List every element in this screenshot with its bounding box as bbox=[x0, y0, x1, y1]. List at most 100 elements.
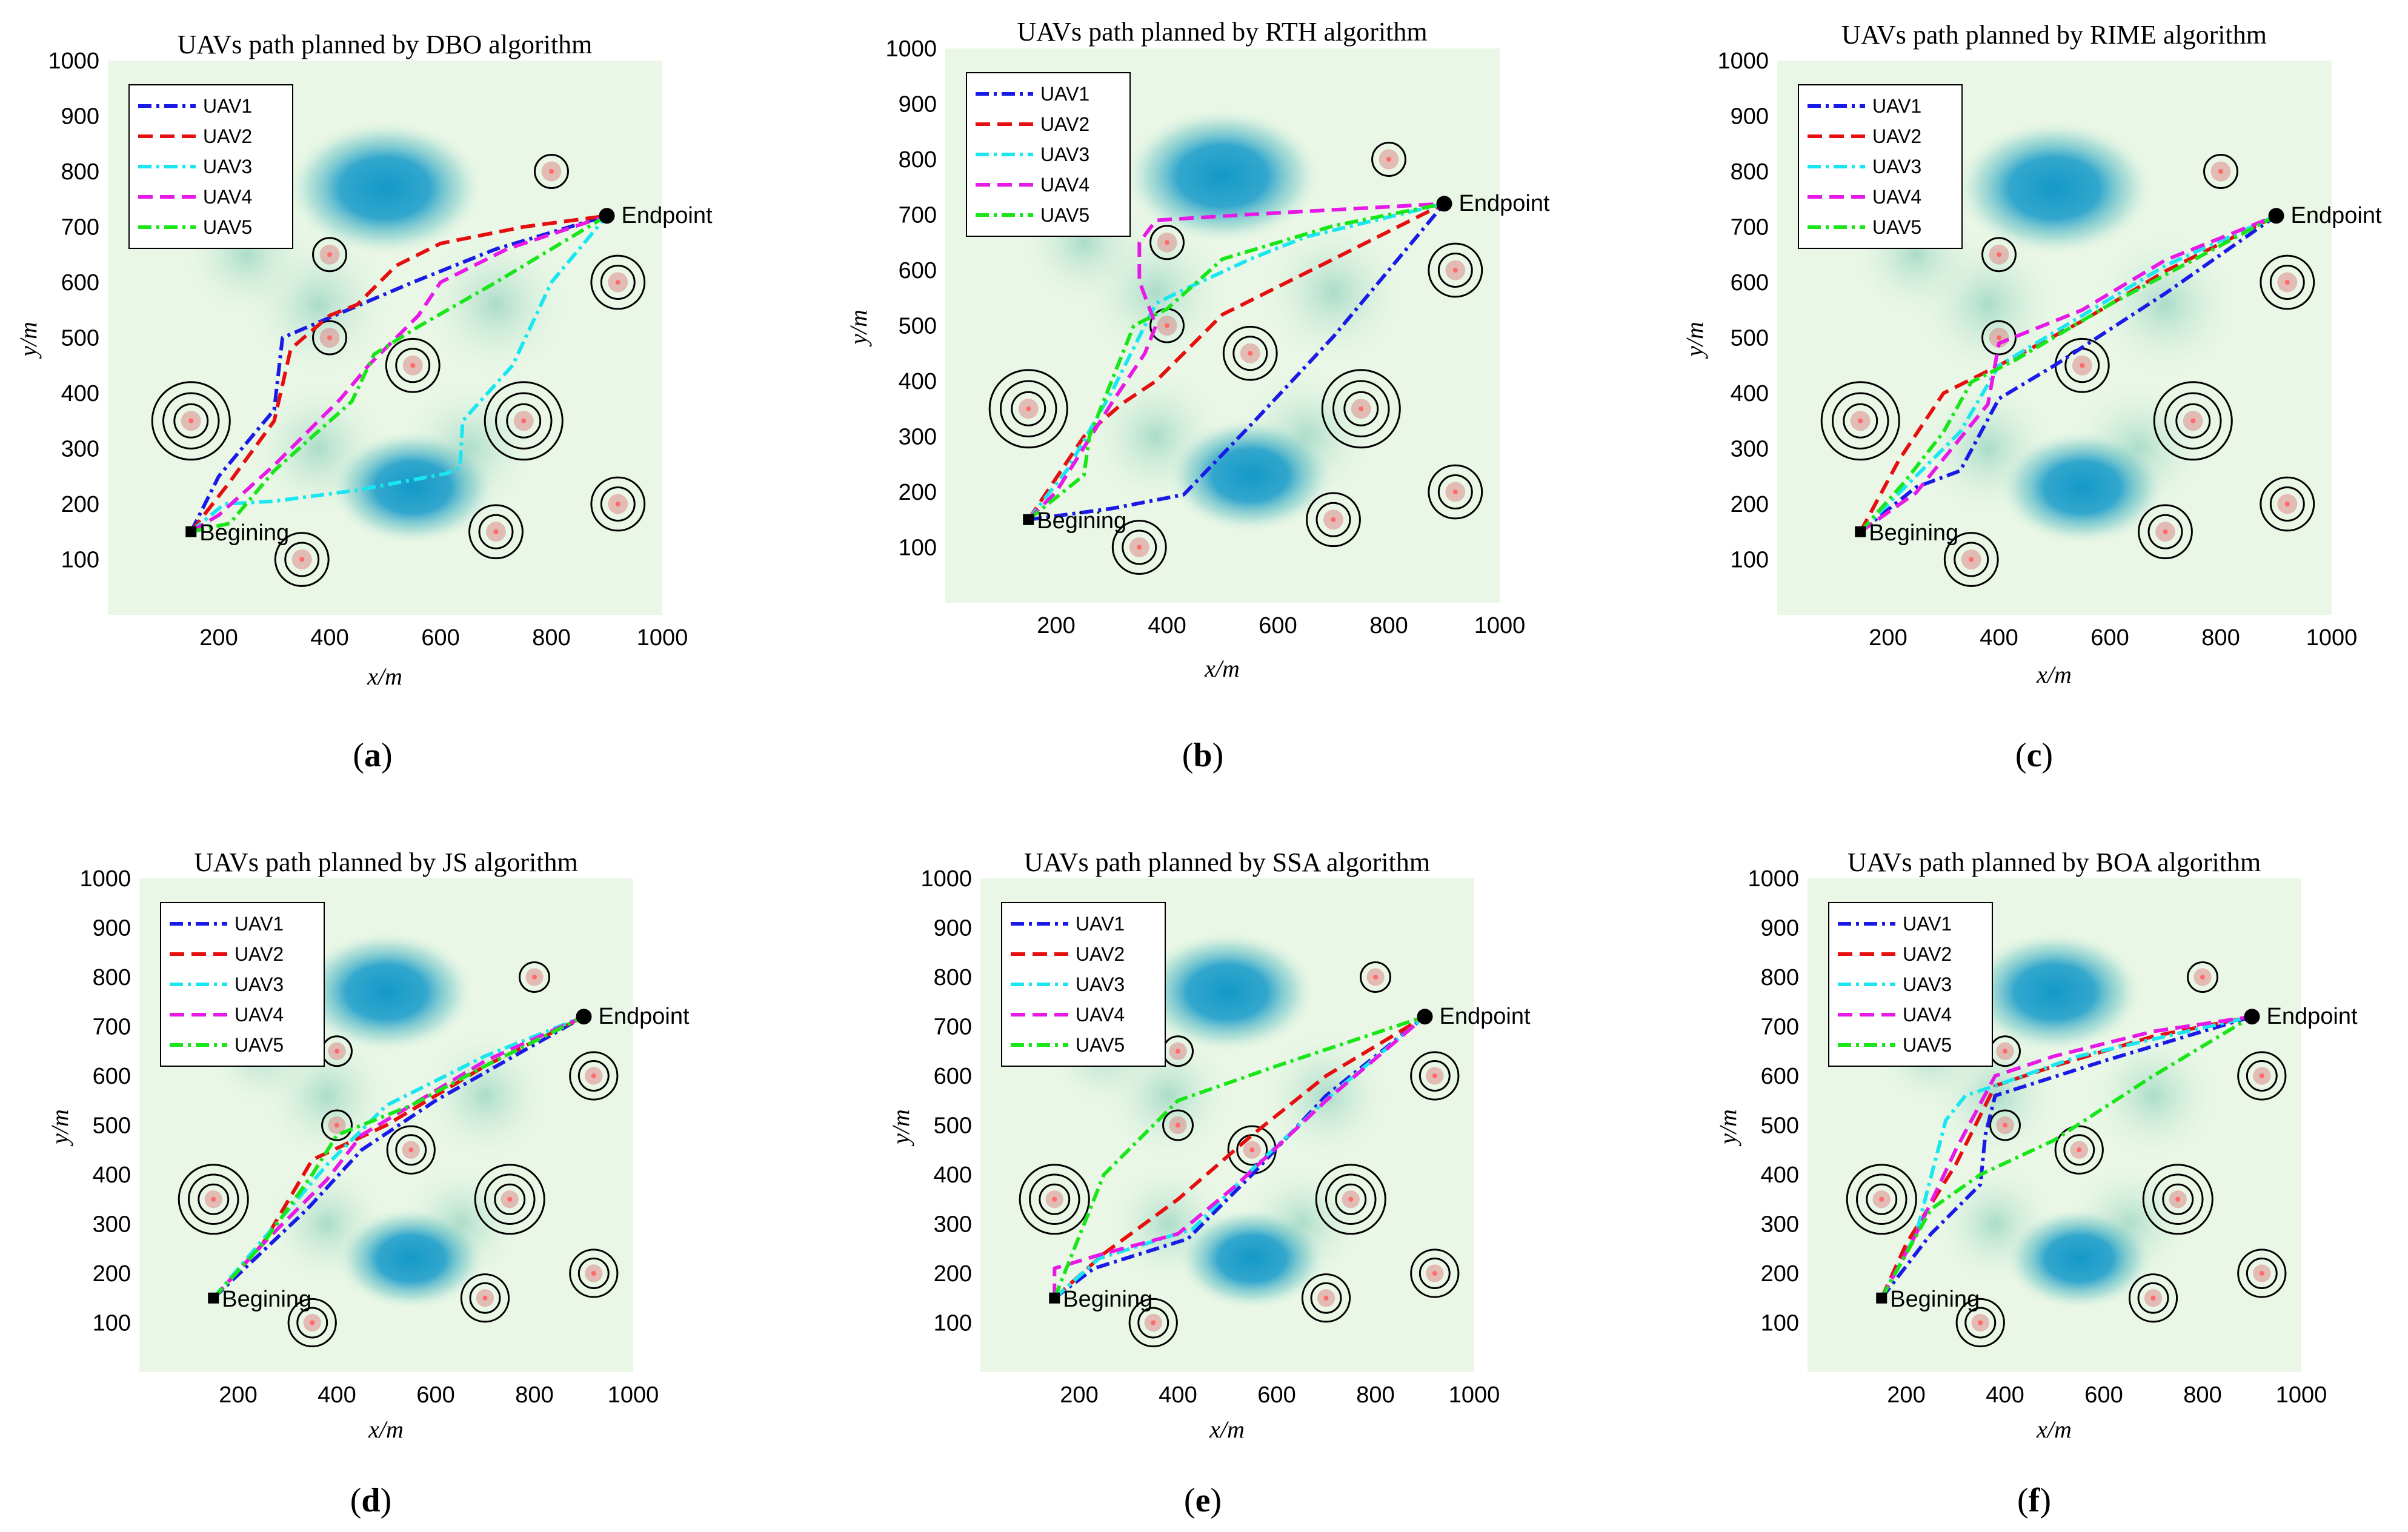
y-axis-label: y/m bbox=[887, 1109, 914, 1147]
obstacle-ring bbox=[274, 532, 330, 587]
x-tick-label: 1000 bbox=[1449, 1382, 1500, 1408]
obstacle-ring bbox=[1428, 242, 1483, 298]
y-tick-label: 400 bbox=[93, 1162, 131, 1188]
obstacle-ring bbox=[534, 154, 569, 189]
y-tick-label: 100 bbox=[934, 1311, 972, 1336]
obstacle-ring bbox=[1955, 1298, 2005, 1348]
legend-label-uav3: UAV3 bbox=[234, 973, 284, 995]
threat-region bbox=[1998, 429, 2167, 546]
legend-label-uav2: UAV2 bbox=[1076, 943, 1125, 965]
obstacle-center bbox=[615, 502, 620, 506]
obstacle-ring bbox=[1989, 1109, 2021, 1141]
y-tick-label: 700 bbox=[1761, 1015, 1799, 1040]
obstacle-ring bbox=[1122, 529, 1157, 565]
obstacle-ring bbox=[1437, 253, 1473, 288]
x-tick-label: 1000 bbox=[1474, 613, 1526, 638]
series-line-uav2 bbox=[189, 214, 607, 533]
obstacle-ring bbox=[577, 1258, 610, 1289]
terrain-shade bbox=[416, 1026, 554, 1165]
obstacle-ring bbox=[2162, 1183, 2194, 1215]
series-line-uav5 bbox=[1880, 1015, 2253, 1299]
x-tick-label: 600 bbox=[1259, 613, 1297, 638]
start-marker bbox=[1876, 1292, 1887, 1304]
obstacle-ring bbox=[321, 1109, 353, 1141]
obstacle-ring bbox=[385, 337, 441, 393]
y-tick-label: 300 bbox=[934, 1212, 972, 1238]
obstacle-ring bbox=[386, 1125, 436, 1175]
panel-a: UAVs path planned by DBO algorithm Begin… bbox=[15, 30, 713, 774]
threat-region bbox=[2004, 1207, 2155, 1310]
obstacle-ring bbox=[2147, 514, 2183, 549]
end-marker bbox=[1417, 1009, 1433, 1025]
y-tick-label: 600 bbox=[1761, 1064, 1799, 1089]
y-tick-label: 300 bbox=[1731, 437, 1769, 462]
series-line-uav1 bbox=[212, 1015, 585, 1299]
obstacle-center bbox=[591, 1271, 596, 1276]
x-tick-label: 400 bbox=[318, 1382, 356, 1408]
x-tick-label: 200 bbox=[1037, 613, 1075, 638]
y-tick-label: 600 bbox=[899, 258, 937, 284]
obstacle-ring bbox=[484, 381, 564, 461]
start-label: Begining bbox=[1037, 508, 1126, 534]
obstacle-ring bbox=[2164, 392, 2222, 449]
legend-label-uav2: UAV2 bbox=[1872, 125, 1921, 147]
plot-area: Begining Endpoint 200 400 600 800 1000 100 200 30… bbox=[1748, 866, 2358, 1408]
obstacle-center bbox=[410, 363, 416, 368]
legend-label-uav4: UAV4 bbox=[1076, 1004, 1125, 1026]
obstacle-center bbox=[188, 418, 194, 423]
obstacle-ring bbox=[1943, 532, 1999, 587]
end-label: Endpoint bbox=[2291, 203, 2382, 228]
end-label: Endpoint bbox=[1459, 191, 1550, 216]
terrain-shade bbox=[1256, 214, 1411, 370]
obstacle-ring bbox=[178, 1164, 249, 1235]
obstacle-ring bbox=[569, 1051, 619, 1101]
threat-region bbox=[285, 119, 485, 257]
obstacle-center bbox=[2259, 1271, 2264, 1276]
obstacle-center bbox=[1165, 323, 1169, 328]
series-line-uav1 bbox=[189, 214, 608, 533]
y-tick-label: 800 bbox=[93, 965, 131, 990]
obstacle-ring bbox=[2203, 154, 2238, 189]
y-tick-label: 700 bbox=[93, 1015, 131, 1040]
legend-label-uav5: UAV5 bbox=[1076, 1034, 1125, 1056]
y-tick-label: 300 bbox=[93, 1212, 131, 1238]
obstacle-ring bbox=[296, 1307, 328, 1339]
chart-title: UAVs path planned by RTH algorithm bbox=[1017, 17, 1427, 47]
y-tick-label: 900 bbox=[899, 92, 937, 118]
legend-label-uav4: UAV4 bbox=[1903, 1004, 1952, 1026]
legend-label-uav5: UAV5 bbox=[1903, 1034, 1952, 1056]
obstacle-center bbox=[1432, 1271, 1437, 1276]
y-axis-label: y/m bbox=[15, 322, 42, 359]
obstacle-ring bbox=[569, 1248, 619, 1298]
obstacle-ring bbox=[2152, 1173, 2204, 1225]
y-tick-label: 600 bbox=[1731, 270, 1769, 296]
threat-region bbox=[1122, 107, 1323, 245]
obstacle-center bbox=[1052, 1196, 1057, 1202]
x-tick-label: 200 bbox=[1887, 1382, 1925, 1408]
y-tick-label: 500 bbox=[934, 1113, 972, 1139]
obstacle-ring bbox=[2260, 254, 2315, 310]
series-line-uav5 bbox=[190, 214, 608, 534]
series-line-uav5 bbox=[1053, 1015, 1426, 1299]
panel-d: UAVs path planned by JS algorithm Begini… bbox=[46, 847, 690, 1519]
x-tick-label: 400 bbox=[1159, 1382, 1197, 1408]
obstacle-ring bbox=[1315, 1164, 1386, 1235]
threat-region bbox=[1138, 930, 1317, 1053]
obstacle-center bbox=[1026, 406, 1031, 411]
obstacle-center bbox=[2003, 1122, 2007, 1128]
obstacle-center bbox=[2080, 363, 2085, 368]
obstacle-center bbox=[2259, 1073, 2264, 1078]
obstacle-center bbox=[327, 252, 332, 257]
x-tick-label: 1000 bbox=[608, 1382, 659, 1408]
y-tick-label: 800 bbox=[61, 159, 99, 185]
threat-region bbox=[1166, 417, 1335, 534]
y-axis-label: y/m bbox=[845, 310, 872, 347]
x-tick-label: 800 bbox=[532, 625, 570, 651]
obstacle-center bbox=[1452, 489, 1458, 494]
plot-area: Begining Endpoint 200 400 600 800 1000 100 200 30… bbox=[79, 866, 690, 1408]
obstacle-ring bbox=[1832, 392, 1889, 449]
legend-label-uav5: UAV5 bbox=[234, 1034, 284, 1056]
legend-label-uav5: UAV5 bbox=[203, 216, 252, 238]
obstacle-ring bbox=[1325, 1173, 1377, 1225]
obstacle-center bbox=[493, 529, 499, 534]
